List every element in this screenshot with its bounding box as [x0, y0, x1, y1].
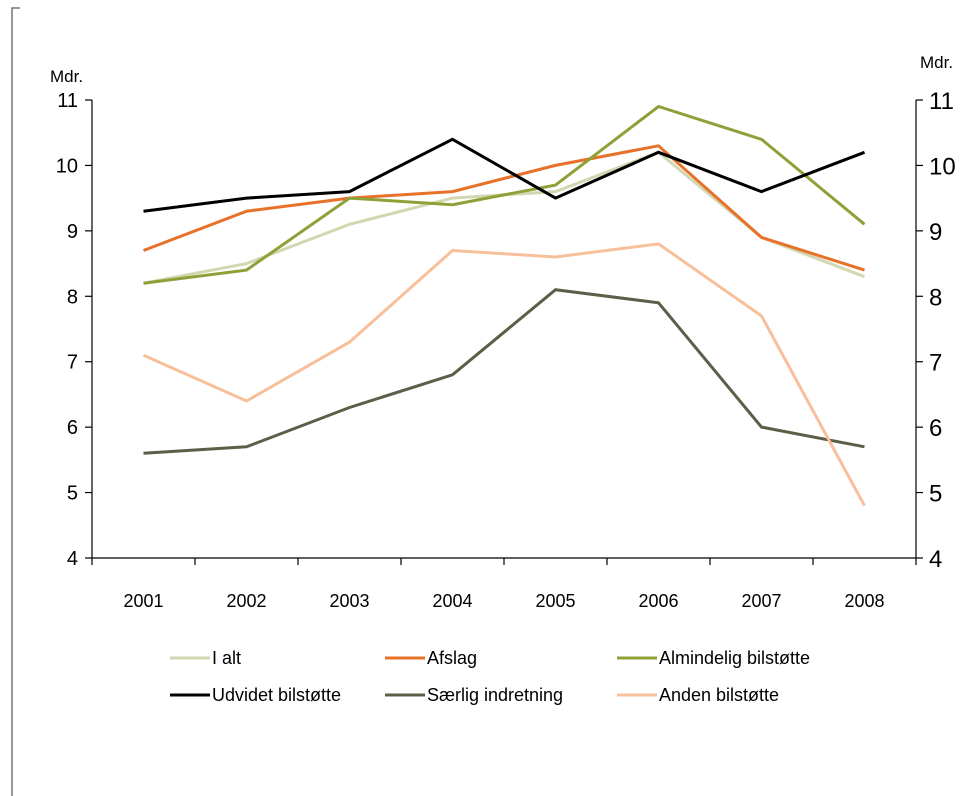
series-line — [142, 144, 865, 272]
legend: I alt Afslag Almindelig bilstøtte Udvidet b… — [170, 648, 810, 705]
right-y-tick-label: 4 — [929, 546, 942, 573]
tick-labels: 4 5 6 7 8 9 10 11 4 5 6 7 8 9 10 11 2001 2002 2003 2004 2005… — [56, 88, 956, 611]
legend-label: Udvidet bilstøtte — [212, 685, 341, 705]
x-tick-label: 2007 — [741, 591, 781, 611]
left-y-tick-label: 6 — [67, 417, 78, 439]
series-line — [142, 242, 866, 507]
x-tick-label: 2001 — [123, 591, 163, 611]
series-line — [143, 104, 866, 285]
left-y-tick-label: 11 — [57, 90, 78, 112]
right-y-tick-label: 11 — [929, 88, 954, 115]
x-tick-label: 2005 — [535, 591, 575, 611]
x-tick-label: 2004 — [432, 591, 472, 611]
x-tick-label: 2002 — [226, 591, 266, 611]
series-lines — [142, 104, 866, 507]
legend-label: Anden bilstøtte — [659, 685, 779, 705]
left-y-tick-label: 4 — [67, 548, 78, 570]
right-y-tick-label: 6 — [929, 415, 942, 442]
left-y-tick-label: 8 — [67, 286, 78, 308]
right-y-tick-label: 10 — [929, 153, 956, 180]
left-y-tick-label: 9 — [67, 221, 78, 243]
left-axis-unit: Mdr. — [50, 67, 83, 86]
left-y-tick-label: 5 — [67, 483, 78, 505]
legend-label: Almindelig bilstøtte — [659, 648, 810, 668]
x-tick-label: 2006 — [638, 591, 678, 611]
legend-label: Særlig indretning — [427, 685, 563, 705]
axes — [85, 99, 923, 565]
left-y-tick-label: 10 — [56, 155, 78, 177]
right-y-tick-label: 8 — [929, 284, 942, 311]
left-y-tick-label: 7 — [67, 352, 78, 374]
x-tick-label: 2008 — [844, 591, 884, 611]
series-line — [143, 288, 865, 455]
series-line — [143, 137, 866, 213]
series-line — [143, 150, 866, 285]
legend-label: I alt — [212, 648, 241, 668]
frame-bracket — [11, 7, 20, 796]
right-y-tick-label: 7 — [929, 350, 942, 377]
right-y-tick-label: 5 — [929, 481, 942, 508]
right-axis-unit: Mdr. — [920, 53, 953, 72]
right-y-tick-label: 9 — [929, 219, 942, 246]
x-tick-label: 2003 — [329, 591, 369, 611]
legend-label: Afslag — [427, 648, 477, 668]
